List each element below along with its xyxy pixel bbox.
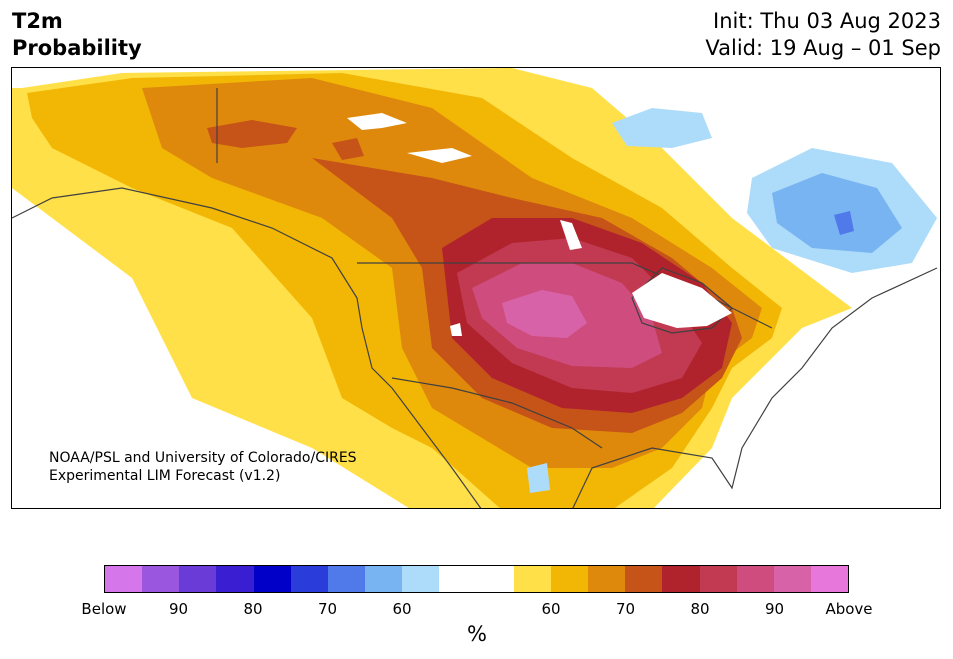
contour-cool-60-mexico <box>527 463 550 493</box>
colorbar-swatch <box>179 566 217 592</box>
colorbar-tick-label: 60 <box>392 600 412 618</box>
credit-text: NOAA/PSL and University of Colorado/CIRE… <box>49 449 357 485</box>
colorbar-tick-label: 80 <box>690 600 710 618</box>
title-line-2: Probability <box>12 36 142 60</box>
colorbar-swatch <box>773 566 811 592</box>
colorbar-tick-label: 70 <box>317 600 338 618</box>
colorbar-swatch <box>327 566 366 592</box>
colorbar-tick-label: 70 <box>615 600 636 618</box>
credit-line-1: NOAA/PSL and University of Colorado/CIRE… <box>49 450 357 466</box>
colorbar-swatch <box>476 566 514 592</box>
credit-line-2: Experimental LIM Forecast (v1.2) <box>49 468 281 484</box>
us-mexico-border <box>391 377 603 449</box>
colorbar-swatch <box>290 566 328 592</box>
colorbar-swatch <box>699 566 737 592</box>
colorbar-swatch <box>588 566 626 592</box>
map-canvas <box>12 68 938 508</box>
contour-pink-95 <box>502 290 587 338</box>
colorbar-swatch <box>402 566 440 592</box>
probability-shading <box>12 68 937 508</box>
map-title: T2m Probability <box>12 8 142 62</box>
colorbar-swatch <box>625 566 663 592</box>
valid-period: Valid: 19 Aug – 01 Sep <box>705 36 941 60</box>
colorbar-swatch <box>216 566 254 592</box>
forecast-dates: Init: Thu 03 Aug 2023 Valid: 19 Aug – 01… <box>705 8 941 62</box>
init-date: Init: Thu 03 Aug 2023 <box>713 9 941 33</box>
colorbar-swatch <box>365 566 403 592</box>
colorbar-swatch <box>736 566 774 592</box>
title-line-1: T2m <box>12 9 63 33</box>
colorbar <box>104 565 849 593</box>
colorbar-swatch <box>550 566 589 592</box>
contour-red-yukon <box>332 138 364 160</box>
great-salt-lake <box>450 323 462 336</box>
colorbar-swatch <box>810 566 849 592</box>
colorbar-swatch <box>439 566 477 592</box>
colorbar-tick-label: 90 <box>764 600 785 618</box>
coastlines-and-borders <box>12 88 938 508</box>
contour-cool-60-north <box>612 108 712 148</box>
colorbar-tick-label: Above <box>825 600 873 618</box>
colorbar-swatch <box>105 566 143 592</box>
great-bear-lake <box>407 148 472 163</box>
probability-map <box>11 67 941 509</box>
great-lakes <box>632 273 732 328</box>
great-slave-lake <box>347 113 407 130</box>
east-coast-line <box>572 267 938 508</box>
colorbar-tick-label: Below <box>81 600 127 618</box>
lake-masks <box>347 113 732 336</box>
contour-cool-80-east <box>834 211 854 235</box>
colorbar-swatch <box>513 566 551 592</box>
colorbar-tick-label: 90 <box>168 600 189 618</box>
colorbar-unit: % <box>467 622 487 646</box>
colorbar-swatch <box>142 566 180 592</box>
colorbar-swatch <box>253 566 291 592</box>
contour-red-alaska <box>207 120 297 148</box>
colorbar-tick-label: 60 <box>541 600 561 618</box>
west-coast-line <box>12 187 482 508</box>
colorbar-swatch <box>662 566 700 592</box>
contour-cool-70-east <box>772 173 902 253</box>
colorbar-tick-label: 80 <box>243 600 263 618</box>
lake-winnipeg <box>560 220 582 250</box>
